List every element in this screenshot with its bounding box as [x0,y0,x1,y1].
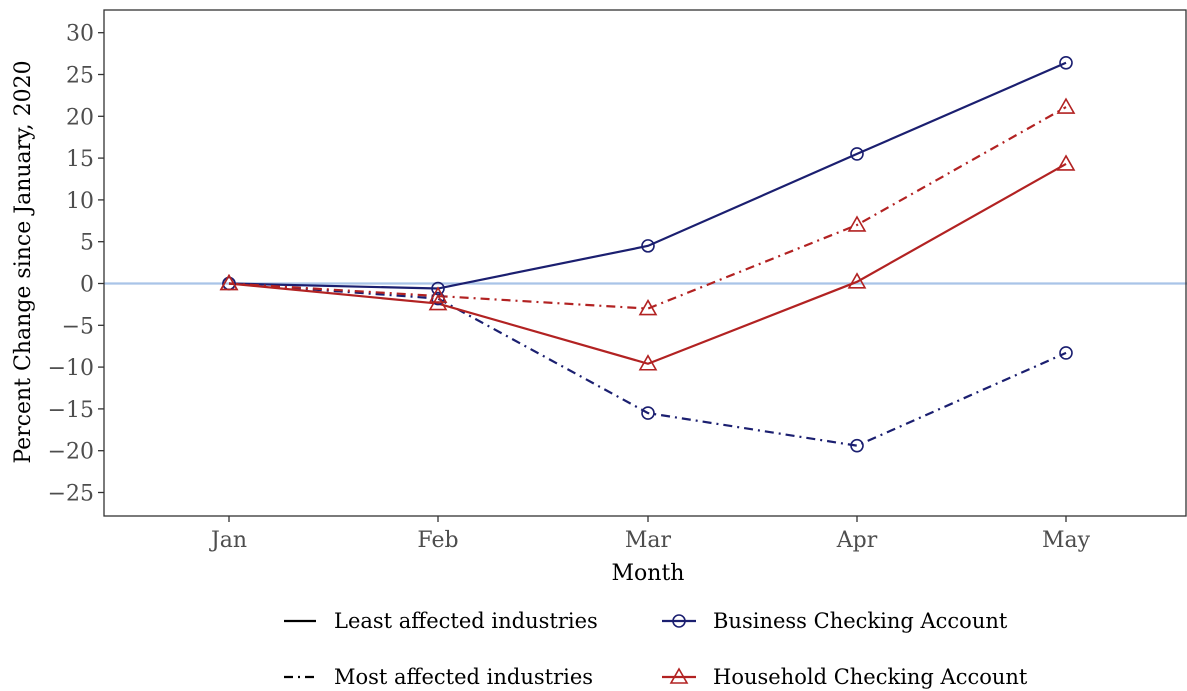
series-line-3 [228,106,1067,310]
y-tick-label: 10 [66,189,94,214]
legend-item-household: Household Checking Account [662,665,1028,689]
triangle-marker [847,272,867,289]
circle-marker [1059,346,1073,360]
triangle-marker [638,298,658,316]
y-tick-label: −20 [48,440,94,465]
x-tick-label: Jan [209,528,247,553]
y-tick-labels: 30 25 20 15 10 5 0 −5 −10 −15 −20 −25 [48,22,94,507]
legend-item-business: Business Checking Account [662,609,1008,633]
y-tick-label: −5 [62,314,94,339]
triangle-marker [847,215,867,232]
y-tick-label: −15 [48,398,94,423]
series-markers [219,55,1076,453]
plot-panel-border [103,9,1187,517]
legend: Least affected industries Most affected … [284,609,1028,689]
triangle-marker [1056,154,1076,171]
x-tick-label: May [1042,528,1091,553]
circle-marker [641,239,655,253]
x-tick-labels: Jan Feb Mar Apr May [209,528,1091,553]
legend-key-circle-marker [672,614,686,628]
series-lines [228,61,1067,447]
legend-item-most-affected: Most affected industries [284,665,593,689]
legend-label-household: Household Checking Account [713,665,1028,689]
x-tick-label: Apr [836,528,878,553]
y-tick-label: 0 [80,273,94,298]
y-tick-label: 30 [66,22,94,47]
circle-marker [1059,55,1073,70]
y-tick-label: 15 [66,147,94,172]
series-line-1 [228,282,1067,447]
series-line-0 [228,61,1067,290]
legend-item-least-affected: Least affected industries [284,609,598,633]
y-tick-label: 5 [80,231,94,256]
y-tick-label: −25 [48,482,94,507]
y-tick-label: 25 [66,64,94,89]
y-ticks [98,32,104,494]
legend-label-least-affected: Least affected industries [334,609,598,633]
circle-marker [850,438,864,453]
y-axis-title: Percent Change since January, 2020 [11,60,36,463]
legend-label-most-affected: Most affected industries [334,665,593,689]
circle-marker [850,147,864,161]
x-tick-label: Mar [625,528,672,553]
legend-label-business: Business Checking Account [713,609,1008,633]
legend-key-triangle-marker [669,667,689,684]
x-tick-label: Feb [417,528,458,553]
triangle-marker [1056,97,1076,114]
triangle-marker [428,286,448,303]
triangle-marker [219,273,239,291]
series-line-2 [228,162,1067,365]
circle-marker [641,406,655,420]
y-tick-label: 20 [66,105,94,130]
triangle-marker [638,354,658,371]
x-ticks [228,516,1067,522]
y-tick-label: −10 [48,356,94,381]
x-axis-title: Month [612,561,685,586]
